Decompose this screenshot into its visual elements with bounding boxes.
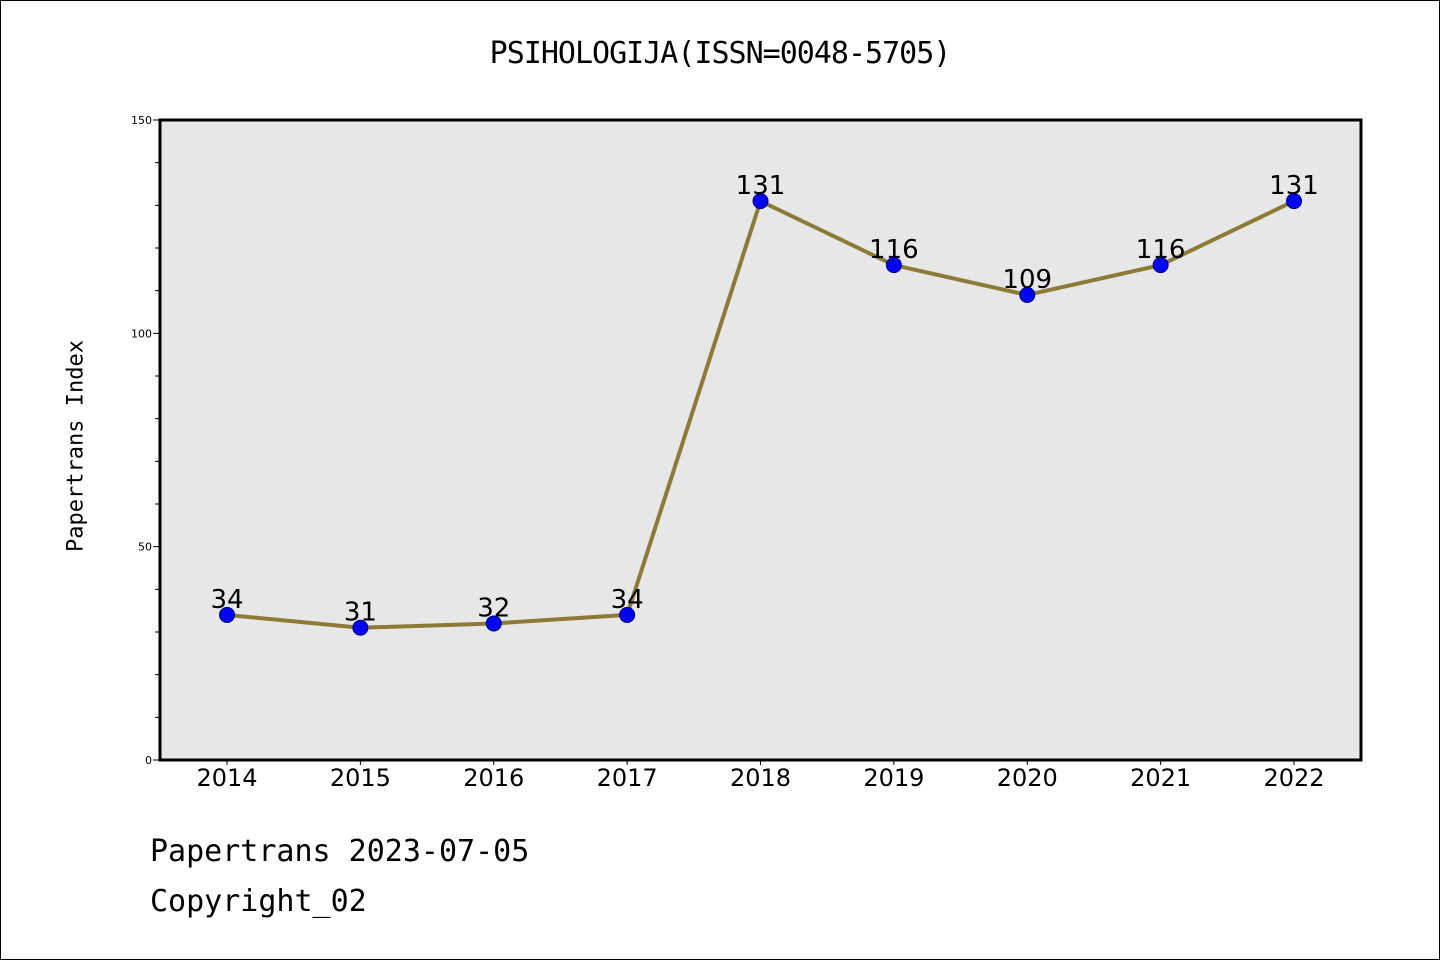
x-tick-label: 2022 [1263,764,1324,792]
data-point [619,606,636,623]
y-tick-label: 0 [145,754,152,767]
data-point [1152,257,1169,274]
footer-date-line: Papertrans 2023-07-05 [150,834,530,869]
data-point [885,257,902,274]
data-label: 116 [1136,235,1186,265]
x-tick-label: 2020 [997,764,1058,792]
data-label: 32 [477,593,510,623]
data-point [1019,286,1036,303]
data-point [219,606,235,623]
data-labels: 34 31 32 34 131 116 109 116 131 [210,171,1318,628]
y-tick-label: 150 [131,114,152,127]
x-tick-label: 2021 [1130,764,1191,792]
data-markers [219,193,1302,636]
data-label: 109 [1002,265,1052,295]
data-point [352,619,369,636]
data-label: 31 [344,598,377,628]
x-tick-label: 2018 [730,764,791,792]
data-label: 116 [869,235,919,265]
data-label: 131 [1269,171,1319,201]
plot-area [158,118,1363,762]
data-label: 34 [210,585,243,615]
x-tick-label: 2019 [863,764,924,792]
y-tick-label: 100 [131,327,152,340]
chart-title: PSIHOLOGIJA(ISSN=0048-5705) [489,36,952,71]
x-tick-label: 2015 [330,764,391,792]
x-tick-label: 2017 [597,764,658,792]
x-tick-label: 2016 [463,764,524,792]
y-tick-label: 50 [138,541,152,554]
data-point [1286,193,1302,210]
x-axis-ticks: 2014 2015 2016 2017 2018 2019 2020 2021 2022 [196,760,1325,792]
data-label: 131 [736,171,786,201]
x-tick-label: 2014 [196,764,257,792]
data-label: 34 [611,585,644,615]
data-point [752,193,769,210]
y-axis-ticks: 0 50 100 150 [131,114,160,767]
data-point [485,615,502,632]
footer-copyright-line: Copyright_02 [150,884,367,919]
